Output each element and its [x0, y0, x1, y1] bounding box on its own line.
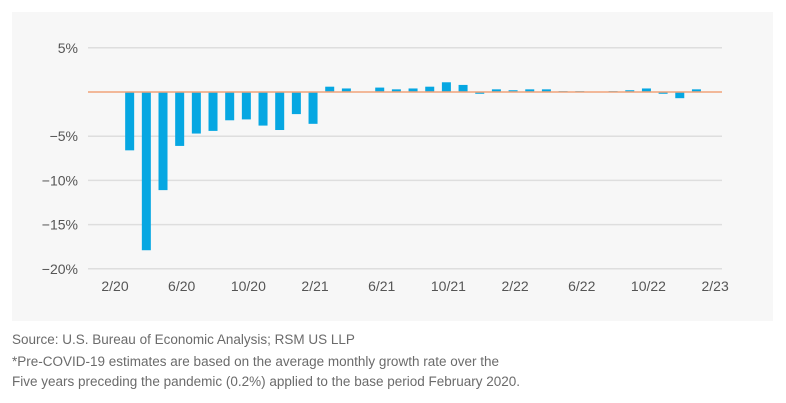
bar-10-22 — [641, 88, 651, 92]
bar-4-20 — [141, 92, 151, 251]
y-tick-label: −15% — [42, 217, 78, 233]
footnote-line-2: Five years preceding the pandemic (0.2%)… — [12, 374, 521, 389]
bar-4-21 — [341, 88, 351, 92]
bar-10-21 — [441, 82, 451, 92]
x-tick-label: 10/20 — [231, 278, 266, 294]
bar-2-22 — [508, 90, 518, 92]
bar-7-20 — [191, 92, 201, 134]
bar-4-22 — [541, 89, 551, 92]
bar-10-20 — [241, 92, 251, 120]
bar-1-21 — [291, 92, 301, 115]
bar-6-20 — [175, 92, 185, 146]
x-tick-label: 2/22 — [501, 278, 528, 294]
y-tick-label: −10% — [42, 172, 78, 188]
x-tick-label: 6/22 — [568, 278, 595, 294]
bar-3-20 — [125, 92, 135, 151]
bar-1-23 — [691, 89, 701, 92]
x-tick-label: 10/21 — [431, 278, 466, 294]
bar-9-21 — [425, 86, 435, 92]
bar-chart: 5% −5% −10% −15% −20% 2/20 6/20 10/20 2/21 6/21 10… — [42, 40, 729, 294]
bar-12-22 — [675, 92, 685, 99]
bar-7-21 — [391, 89, 401, 92]
chart-panel: 5% −5% −10% −15% −20% 2/20 6/20 10/20 2/21 6/21 10… — [12, 12, 773, 321]
bar-11-20 — [258, 92, 268, 126]
bar-2-21 — [308, 92, 318, 124]
bar-8-21 — [408, 88, 418, 92]
footnote-line-1: *Pre-COVID-19 estimates are based on the… — [12, 354, 499, 369]
bar-6-21 — [375, 87, 385, 92]
x-tick-label: 2/21 — [301, 278, 328, 294]
y-tick-label: −5% — [50, 128, 78, 144]
bar-12-20 — [275, 92, 285, 131]
bar-3-21 — [325, 86, 335, 92]
bar-8-20 — [208, 92, 218, 131]
bar-9-22 — [625, 90, 635, 92]
y-tick-label: 5% — [58, 40, 78, 56]
bar-3-22 — [525, 89, 535, 92]
x-tick-label: 6/21 — [368, 278, 395, 294]
bar-5-20 — [158, 92, 168, 191]
x-tick-label: 6/20 — [168, 278, 195, 294]
y-tick-label: −20% — [42, 261, 78, 277]
source-note: Source: U.S. Bureau of Economic Analysis… — [12, 332, 355, 347]
x-tick-label: 2/20 — [101, 278, 128, 294]
bar-11-21 — [458, 84, 468, 92]
bar-12-21 — [475, 92, 485, 94]
x-tick-label: 2/23 — [701, 278, 728, 294]
bar-11-22 — [658, 92, 668, 94]
bar-9-20 — [225, 92, 235, 121]
x-tick-label: 10/22 — [631, 278, 666, 294]
bar-1-22 — [491, 89, 501, 92]
